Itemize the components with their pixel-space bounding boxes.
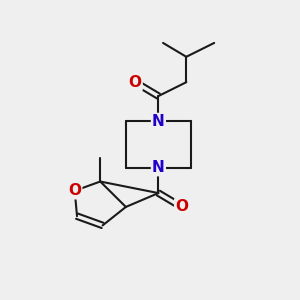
Text: O: O: [68, 183, 81, 198]
Text: O: O: [175, 200, 188, 214]
Text: N: N: [152, 114, 165, 129]
Text: O: O: [129, 75, 142, 90]
Text: N: N: [152, 160, 165, 175]
